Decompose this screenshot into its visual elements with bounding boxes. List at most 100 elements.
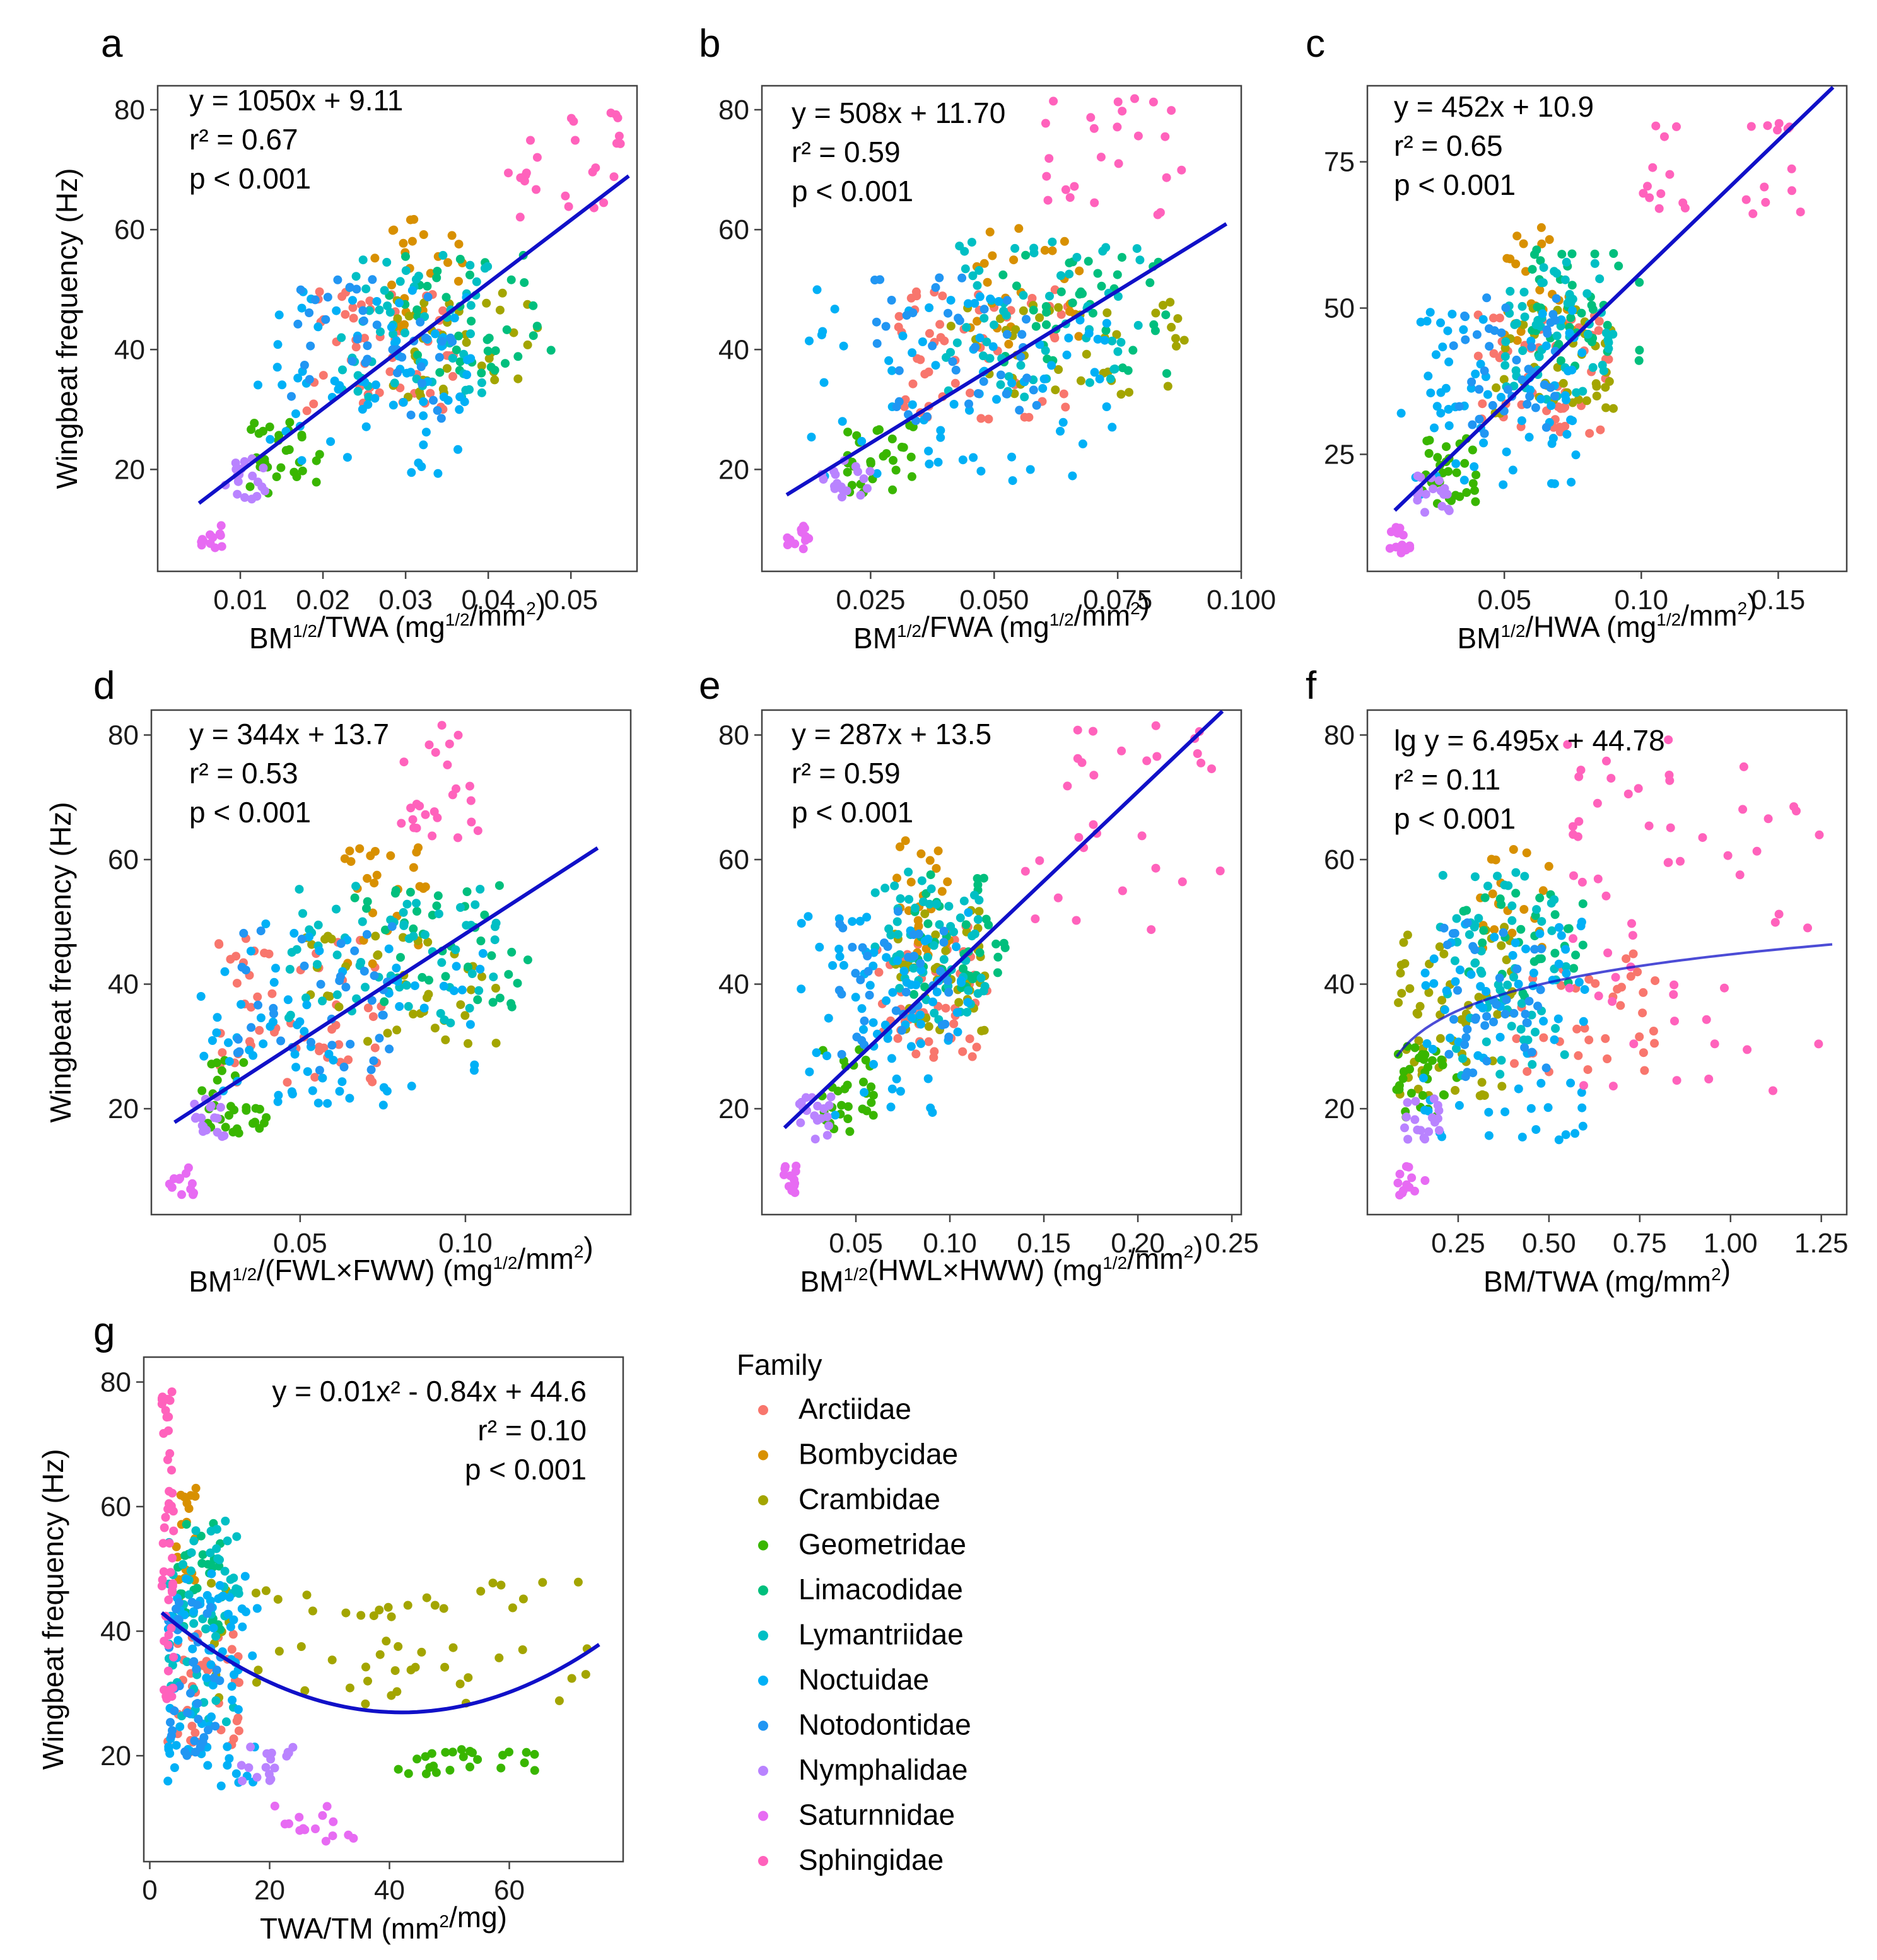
data-point: [225, 1111, 233, 1120]
data-point: [482, 335, 492, 344]
legend-swatch: [758, 1540, 768, 1551]
data-point: [466, 354, 476, 363]
data-point: [1413, 1125, 1422, 1135]
data-point: [1735, 870, 1745, 880]
data-point: [212, 1058, 221, 1068]
data-point: [1019, 291, 1028, 300]
data-point: [896, 1087, 905, 1096]
data-point: [1545, 235, 1554, 244]
data-point: [908, 348, 917, 358]
data-point: [1439, 949, 1449, 959]
data-point: [252, 1773, 262, 1782]
data-point: [956, 913, 965, 923]
data-point: [1401, 1112, 1411, 1122]
data-point: [1710, 1039, 1719, 1049]
data-point: [501, 359, 510, 368]
data-point: [933, 846, 943, 856]
data-point: [1520, 1043, 1529, 1053]
data-point: [454, 277, 463, 286]
legend-item: Sphingidae: [758, 1843, 944, 1876]
data-point: [456, 903, 465, 912]
data-point: [948, 357, 957, 366]
data-point: [962, 1008, 972, 1017]
data-point: [306, 341, 315, 351]
data-point: [264, 949, 274, 959]
data-point: [1608, 1082, 1618, 1091]
data-point: [908, 400, 917, 409]
data-point: [1499, 375, 1509, 384]
data-point: [872, 339, 882, 348]
data-point: [158, 1539, 168, 1548]
data-point: [349, 313, 358, 323]
data-point: [893, 1034, 903, 1043]
data-point: [1078, 289, 1087, 298]
data-point: [348, 296, 357, 305]
data-point: [300, 1686, 310, 1695]
data-point: [170, 1706, 179, 1715]
data-point: [1746, 122, 1756, 131]
data-point: [532, 185, 541, 194]
data-point: [975, 292, 985, 301]
data-point: [958, 455, 968, 465]
plot-frame: [1366, 709, 1848, 1216]
data-point: [221, 1517, 230, 1525]
data-point: [804, 912, 813, 921]
data-point: [1503, 980, 1512, 989]
data-point: [477, 361, 486, 371]
data-point: [880, 884, 890, 893]
data-point: [167, 1182, 177, 1192]
data-point: [1049, 96, 1058, 106]
data-point: [868, 1090, 878, 1100]
data-point: [494, 881, 504, 890]
data-point: [894, 322, 903, 332]
data-point: [797, 919, 806, 928]
data-point: [872, 317, 881, 327]
data-point: [390, 338, 399, 347]
data-point: [1584, 1035, 1594, 1045]
x-axis-label-part: /HWA (mg: [1525, 610, 1656, 643]
x-tick-label: 0.05: [1477, 585, 1531, 615]
data-point: [1561, 1130, 1570, 1140]
data-point: [433, 267, 442, 276]
data-point: [168, 1683, 178, 1693]
data-point: [1462, 488, 1471, 497]
data-point: [215, 1581, 225, 1590]
data-point: [1041, 302, 1051, 311]
data-point: [255, 1124, 264, 1133]
data-point: [327, 1655, 337, 1665]
data-point: [190, 1491, 200, 1501]
data-point: [382, 257, 392, 267]
data-point: [1401, 1162, 1411, 1171]
data-point: [1547, 439, 1557, 448]
data-point: [1455, 965, 1465, 974]
plot-frame: [1366, 85, 1848, 573]
data-point: [1068, 471, 1077, 481]
data-point: [1773, 125, 1782, 135]
y-tick-label: 40: [718, 334, 749, 365]
data-point: [467, 969, 477, 978]
data-point: [288, 1742, 298, 1752]
data-point: [924, 446, 933, 456]
data-point: [1604, 344, 1613, 353]
data-point: [897, 1025, 906, 1035]
data-point: [892, 1074, 901, 1083]
data-point: [329, 1056, 338, 1065]
data-point: [332, 904, 341, 914]
data-point: [430, 807, 439, 817]
y-tick-label: 60: [718, 844, 749, 875]
data-point: [498, 288, 507, 298]
data-point: [865, 991, 874, 1000]
data-point: [1566, 1078, 1576, 1088]
data-point: [215, 1676, 225, 1685]
data-point: [866, 457, 875, 467]
data-point: [454, 331, 463, 341]
data-point: [1556, 356, 1565, 365]
data-point: [901, 836, 910, 846]
data-point: [1403, 1135, 1413, 1144]
data-point: [1475, 414, 1484, 424]
data-point: [1723, 851, 1733, 860]
data-point: [567, 1674, 576, 1683]
data-point: [395, 1002, 404, 1011]
data-point: [1500, 344, 1510, 353]
data-point: [160, 1685, 168, 1695]
